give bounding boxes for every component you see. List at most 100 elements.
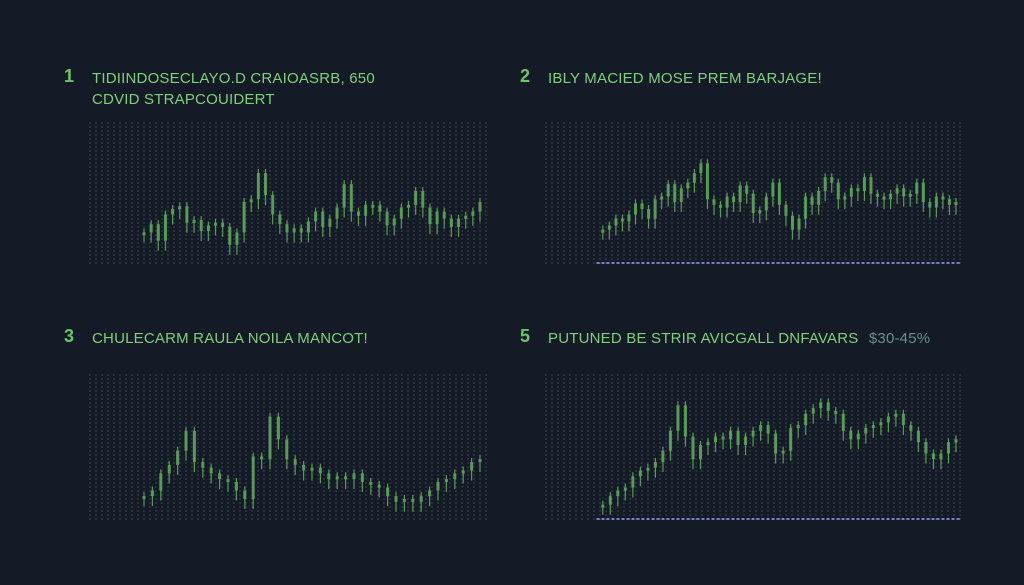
data-point — [278, 214, 282, 225]
data-point — [171, 208, 175, 215]
data-point — [176, 450, 180, 465]
data-point — [149, 224, 153, 233]
data-point — [371, 204, 375, 208]
data-point — [601, 229, 605, 233]
data-point — [228, 226, 232, 245]
data-point — [142, 232, 146, 236]
data-point — [841, 413, 845, 431]
data-point — [461, 470, 465, 474]
data-point — [620, 218, 624, 222]
data-point — [915, 182, 919, 194]
data-point — [796, 425, 800, 429]
data-point — [360, 473, 364, 482]
data-point — [909, 425, 913, 431]
data-point — [156, 224, 160, 241]
data-point — [419, 496, 423, 502]
data-point — [256, 173, 260, 200]
data-point — [889, 193, 893, 200]
data-point — [601, 504, 605, 508]
data-point — [810, 196, 814, 205]
data-point — [673, 184, 677, 203]
data-point — [879, 422, 883, 426]
data-point — [293, 459, 297, 465]
data-point — [946, 442, 950, 454]
range-label: $30-45% — [868, 330, 931, 347]
data-point — [766, 425, 770, 434]
data-point — [640, 203, 644, 209]
data-point — [449, 218, 453, 227]
data-point — [218, 473, 222, 480]
data-point — [616, 490, 620, 497]
data-point — [206, 225, 210, 232]
data-point — [634, 203, 638, 215]
data-point — [921, 182, 925, 203]
data-point — [916, 430, 920, 443]
data-point — [192, 219, 196, 223]
data-point — [830, 177, 834, 183]
data-point — [759, 425, 763, 431]
data-point — [318, 467, 322, 474]
data-point — [385, 211, 389, 226]
data-point — [453, 473, 457, 480]
data-point — [934, 196, 938, 208]
data-point — [327, 473, 331, 480]
data-point — [736, 430, 740, 445]
data-point — [901, 413, 905, 426]
data-point — [306, 221, 310, 233]
data-point — [764, 196, 768, 211]
data-point — [819, 402, 823, 409]
data-point — [751, 430, 755, 437]
data-point — [386, 487, 390, 497]
data-point — [299, 228, 303, 233]
data-point — [627, 214, 631, 222]
data-point — [771, 182, 775, 197]
data-point — [221, 222, 225, 227]
data-point — [321, 211, 325, 227]
data-point — [668, 430, 672, 451]
data-point — [411, 498, 415, 502]
data-point — [342, 184, 346, 208]
data-point — [729, 430, 733, 440]
data-point — [895, 188, 899, 194]
data-point — [268, 416, 272, 460]
data-point — [614, 218, 618, 226]
data-point — [732, 196, 736, 203]
data-point — [683, 405, 687, 437]
data-point — [706, 442, 710, 446]
data-point — [344, 476, 348, 480]
data-point — [638, 470, 642, 477]
data-point — [478, 202, 482, 212]
data-point — [758, 210, 762, 214]
data-point — [797, 218, 801, 230]
data-point — [714, 436, 718, 443]
data-point — [178, 206, 182, 210]
data-point — [356, 211, 360, 216]
data-point — [213, 222, 217, 226]
data-point — [745, 185, 749, 194]
data-point — [849, 430, 853, 440]
chart-panel-1: 1 TIDIINDOSECLAYO.D CRAIOASRB, 650 CDVID… — [64, 66, 504, 281]
data-point — [908, 193, 912, 197]
panel-number: 3 — [64, 326, 75, 346]
data-point — [435, 211, 439, 225]
data-point — [292, 228, 296, 233]
data-point — [691, 436, 695, 460]
data-point — [738, 185, 742, 203]
data-point — [407, 204, 411, 208]
data-point — [314, 211, 318, 222]
data-point — [931, 453, 935, 460]
data-point — [823, 177, 827, 191]
data-point — [352, 473, 356, 480]
data-point — [725, 196, 729, 208]
data-point — [167, 464, 171, 474]
data-point — [478, 459, 482, 463]
data-point — [954, 202, 958, 206]
data-point — [653, 462, 657, 468]
data-point — [856, 433, 860, 440]
chart-panel-5: 5 PUTUNED BE STRIR AVICGALL DNFAVARS $30… — [520, 326, 980, 541]
data-point — [192, 430, 196, 463]
data-point — [777, 182, 781, 205]
data-point — [856, 188, 860, 192]
data-point — [876, 193, 880, 197]
chart-plot — [545, 122, 961, 266]
